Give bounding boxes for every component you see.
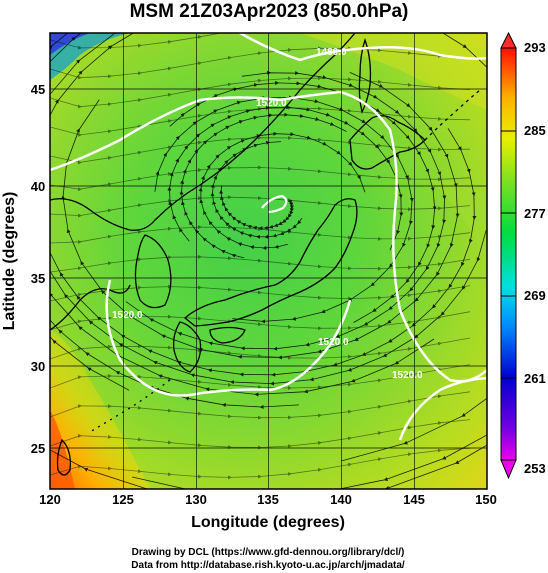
streamline bbox=[50, 391, 471, 420]
plot-frame bbox=[49, 32, 488, 490]
credit-drawing: Drawing by DCL (https://www.gfd-dennou.o… bbox=[132, 547, 405, 558]
colorbar-bottom-triangle bbox=[500, 459, 517, 480]
streamline bbox=[50, 419, 471, 450]
credit-data: Data from http://database.rish.kyoto-u.a… bbox=[131, 560, 405, 571]
streamline bbox=[50, 311, 471, 331]
y-tick-label: 25 bbox=[31, 441, 45, 456]
contour-label: 1520.0 bbox=[112, 310, 143, 321]
x-axis-title: Longitude (degrees) bbox=[191, 514, 345, 531]
contour-label: 1520.0 bbox=[318, 337, 349, 348]
y-tick-label: 30 bbox=[31, 359, 45, 374]
streamline bbox=[50, 105, 471, 137]
streamline bbox=[50, 165, 471, 192]
colorbar-tick-label: 261 bbox=[524, 371, 546, 386]
y-axis: 25 30 35 40 45 bbox=[31, 82, 45, 456]
plot-area: 1480.0 1520.0 1520.0 1520.0 1520.0 bbox=[50, 33, 487, 489]
streamlines bbox=[50, 33, 487, 489]
map-grid bbox=[50, 33, 487, 489]
streamline bbox=[50, 254, 471, 273]
streamline bbox=[50, 225, 471, 245]
streamline bbox=[50, 195, 471, 218]
x-tick-label: 125 bbox=[112, 492, 134, 507]
contour-label: 1520.0 bbox=[392, 370, 423, 381]
colorbar-top-triangle bbox=[500, 31, 517, 49]
streamline bbox=[50, 284, 471, 302]
colorbar-tick-label: 277 bbox=[524, 206, 546, 221]
x-tick-label: 120 bbox=[39, 492, 61, 507]
height-contours bbox=[50, 33, 487, 441]
streamline bbox=[50, 337, 471, 361]
x-tick-label: 135 bbox=[257, 492, 279, 507]
y-tick-label: 40 bbox=[31, 179, 45, 194]
contour-labels: 1480.0 1520.0 1520.0 1520.0 1520.0 bbox=[112, 47, 423, 381]
streamline bbox=[50, 364, 471, 391]
x-tick-label: 145 bbox=[403, 492, 425, 507]
colorbar-tick-label: 253 bbox=[524, 461, 546, 476]
colorbar-tick-label: 293 bbox=[524, 40, 546, 55]
streamline bbox=[50, 447, 471, 480]
x-tick-label: 130 bbox=[185, 492, 207, 507]
y-tick-label: 35 bbox=[31, 271, 45, 286]
y-tick-label: 45 bbox=[31, 82, 45, 97]
map-title: MSM 21Z03Apr2023 (850.0hPa) bbox=[130, 1, 409, 22]
colorbar-tick-label: 285 bbox=[524, 123, 546, 138]
colorbar: 293 285 277 269 261 253 bbox=[500, 31, 546, 480]
contour-label: 1480.0 bbox=[316, 47, 347, 58]
colorbar-tick-label: 269 bbox=[524, 288, 546, 303]
streamline bbox=[50, 46, 471, 80]
coastlines bbox=[50, 33, 481, 476]
streamline bbox=[50, 135, 471, 165]
y-axis-title: Latitude (degrees) bbox=[1, 192, 18, 331]
x-tick-label: 140 bbox=[330, 492, 352, 507]
streamline bbox=[50, 76, 471, 109]
x-axis: 120 125 130 135 140 145 150 bbox=[39, 492, 497, 507]
x-tick-label: 150 bbox=[475, 492, 497, 507]
contour-label: 1520.0 bbox=[256, 98, 287, 109]
